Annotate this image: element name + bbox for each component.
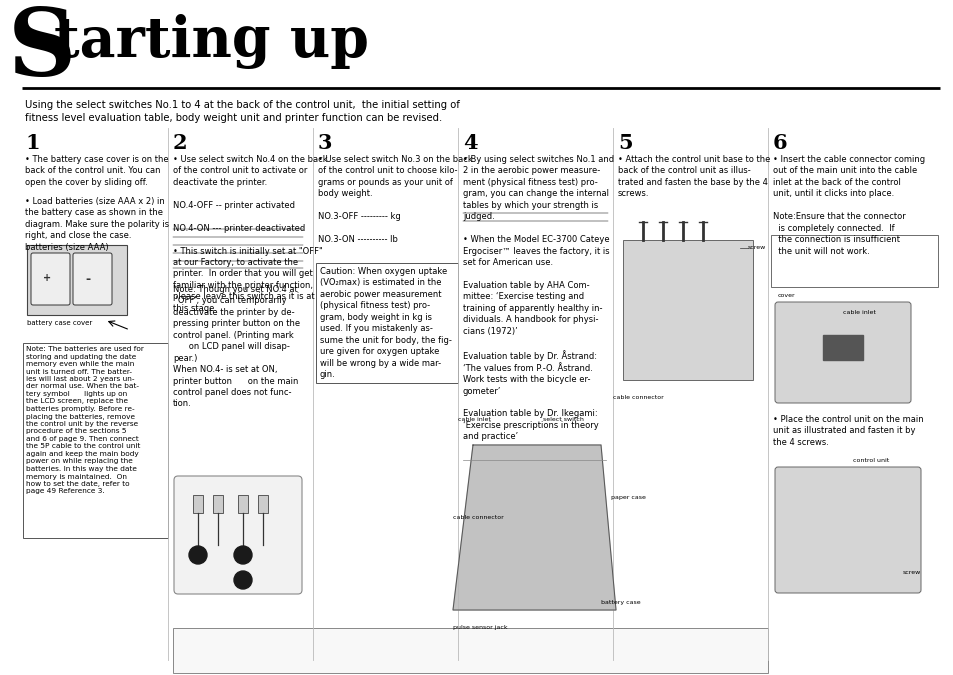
Text: cable connector: cable connector (613, 395, 663, 400)
Text: tarting up: tarting up (54, 14, 369, 69)
Bar (315, 263, 457, 383)
Text: Using the select switches No.1 to 4 at the back of the control unit,  the initia: Using the select switches No.1 to 4 at t… (25, 100, 459, 124)
Text: 4: 4 (462, 133, 477, 153)
Text: 5: 5 (618, 133, 632, 153)
Text: S: S (8, 5, 76, 95)
Text: Caution: When oxygen uptake
(VO₂max) is estimated in the
aerobic power measureme: Caution: When oxygen uptake (VO₂max) is … (319, 267, 452, 379)
Text: control unit: control unit (852, 458, 888, 463)
Text: 1: 1 (25, 133, 40, 153)
Bar (257, 495, 268, 513)
Text: 3: 3 (317, 133, 333, 153)
Bar (237, 495, 248, 513)
Text: select switch: select switch (542, 417, 583, 422)
FancyBboxPatch shape (73, 253, 112, 305)
Text: 6: 6 (772, 133, 787, 153)
Bar (193, 495, 203, 513)
Bar (622, 240, 752, 380)
Text: • Use select switch No.3 on the back
of the control unit to choose kilo-
grams o: • Use select switch No.3 on the back of … (317, 155, 473, 244)
Text: • Insert the cable connector coming
out of the main unit into the cable
inlet at: • Insert the cable connector coming out … (772, 155, 924, 256)
Polygon shape (453, 445, 616, 610)
Bar (172, 628, 767, 673)
FancyBboxPatch shape (774, 467, 920, 593)
Text: -: - (85, 273, 90, 286)
Circle shape (233, 571, 252, 589)
Text: • Use select switch No.4 on the back
of the control unit to activate or
deactiva: • Use select switch No.4 on the back of … (172, 155, 327, 313)
FancyBboxPatch shape (173, 476, 302, 594)
Bar (213, 495, 223, 513)
Text: • Load batteries (size AAA x 2) in
the battery case as shown in the
diagram. Mak: • Load batteries (size AAA x 2) in the b… (25, 197, 169, 252)
Text: Note: The batteries are used for
storing and updating the date
memory even while: Note: The batteries are used for storing… (26, 346, 144, 495)
Text: cover: cover (778, 293, 795, 298)
Text: 2: 2 (172, 133, 188, 153)
Text: screw: screw (747, 245, 765, 250)
Bar (770, 235, 937, 287)
Text: +: + (43, 273, 51, 283)
FancyBboxPatch shape (30, 253, 70, 305)
Bar (23, 343, 168, 538)
Text: screw: screw (902, 570, 921, 575)
Text: pulse sensor jack: pulse sensor jack (453, 625, 507, 630)
Circle shape (189, 546, 207, 564)
Text: • By using select switches No.1 and
2 in the aerobic power measure-
ment (physic: • By using select switches No.1 and 2 in… (462, 155, 614, 441)
Text: cable inlet: cable inlet (457, 417, 491, 422)
Text: • Attach the control unit base to the
back of the control unit as illus-
trated : • Attach the control unit base to the ba… (618, 155, 770, 198)
Text: • Place the control unit on the main
unit as illustrated and fasten it by
the 4 : • Place the control unit on the main uni… (772, 415, 923, 447)
Text: battery case cover: battery case cover (27, 320, 92, 326)
Text: battery case: battery case (600, 600, 640, 605)
Text: Note: Though you set NO.4 at
 'OFF', you can temporarily
deactivate the printer : Note: Though you set NO.4 at 'OFF', you … (172, 285, 300, 408)
Text: cable connector: cable connector (453, 515, 503, 520)
Text: cable inlet: cable inlet (842, 310, 875, 315)
Bar (27, 245, 127, 315)
Text: paper case: paper case (610, 495, 645, 500)
Polygon shape (822, 335, 862, 360)
Text: • The battery case cover is on the
back of the control unit. You can
open the co: • The battery case cover is on the back … (25, 155, 169, 187)
FancyBboxPatch shape (774, 302, 910, 403)
Circle shape (233, 546, 252, 564)
